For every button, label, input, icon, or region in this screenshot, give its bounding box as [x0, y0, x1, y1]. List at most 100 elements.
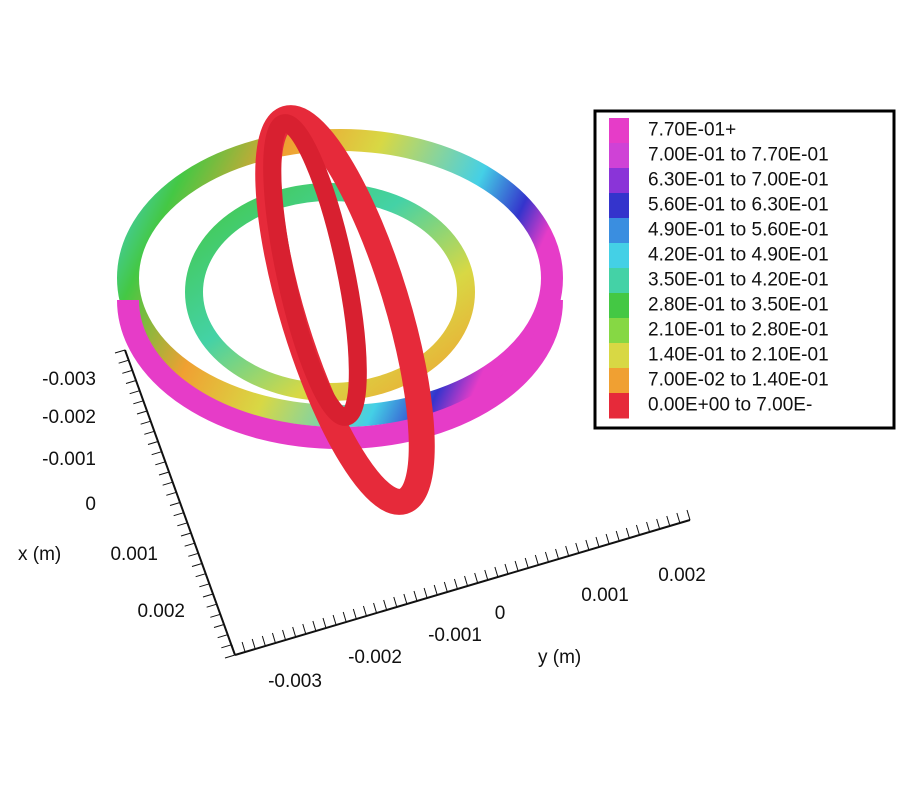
- x-minor-tick: [213, 624, 225, 628]
- y-minor-tick: [484, 569, 489, 581]
- y-minor-tick: [312, 620, 317, 632]
- y-minor-tick: [302, 623, 307, 635]
- y-tick-label: 0.002: [658, 565, 706, 586]
- y-axis-label: y (m): [538, 647, 581, 668]
- y-minor-tick: [686, 509, 691, 521]
- x-minor-tick: [151, 451, 162, 456]
- x-minor-tick: [199, 583, 210, 588]
- legend-label: 1.40E-01 to 2.10E-01: [648, 345, 829, 366]
- y-minor-tick: [635, 524, 640, 536]
- x-minor-tick: [210, 613, 221, 618]
- x-minor-tick: [195, 573, 206, 578]
- y-minor-tick: [373, 602, 378, 614]
- legend-label: 4.90E-01 to 5.60E-01: [648, 220, 829, 241]
- x-minor-tick: [184, 542, 195, 547]
- legend-swatch: [609, 343, 629, 369]
- x-minor-tick: [221, 644, 232, 649]
- x-tick-label: -0.003: [42, 369, 96, 390]
- y-minor-tick: [443, 581, 448, 593]
- y-minor-tick: [251, 638, 256, 650]
- legend-swatch: [609, 368, 629, 394]
- y-minor-tick: [393, 596, 398, 608]
- y-minor-tick: [534, 554, 539, 566]
- legend-swatch: [609, 193, 629, 219]
- x-tick-label: -0.001: [42, 449, 96, 470]
- x-minor-tick: [133, 400, 144, 405]
- y-tick-label: -0.001: [428, 625, 482, 646]
- y-tick-label: -0.002: [348, 647, 402, 668]
- x-minor-tick: [147, 441, 159, 445]
- y-minor-tick: [565, 545, 570, 557]
- x-minor-tick: [166, 491, 177, 496]
- y-minor-tick: [666, 515, 671, 527]
- y-minor-tick: [504, 563, 509, 575]
- y-minor-tick: [403, 593, 408, 605]
- y-minor-tick: [464, 575, 469, 587]
- legend: 7.70E-01+ 7.00E-01 to 7.70E-01 6.30E-01 to…: [609, 118, 829, 419]
- y-tick-label: -0.003: [268, 671, 322, 692]
- y-minor-tick: [656, 518, 661, 530]
- x-minor-tick: [125, 380, 137, 384]
- y-minor-tick: [575, 542, 580, 554]
- y-minor-tick: [676, 512, 681, 524]
- y-minor-tick: [615, 530, 620, 542]
- legend-label: 3.50E-01 to 4.20E-01: [648, 270, 829, 291]
- y-minor-tick: [555, 548, 560, 560]
- x-minor-tick: [155, 461, 166, 466]
- x-minor-tick: [118, 359, 129, 364]
- legend-box: [593, 109, 896, 430]
- x-minor-tick: [169, 502, 181, 506]
- y-minor-tick: [585, 539, 590, 551]
- red-ring-inner: [263, 114, 367, 426]
- legend-swatch: [609, 293, 629, 319]
- x-minor-tick: [158, 471, 170, 476]
- y-minor-tick: [605, 533, 610, 545]
- legend-swatch: [609, 143, 629, 169]
- y-tick-label: 0.001: [581, 585, 629, 606]
- y-minor-tick: [352, 608, 357, 620]
- y-minor-tick: [362, 605, 367, 617]
- legend-swatch: [609, 118, 629, 144]
- y-minor-tick: [261, 635, 266, 647]
- x-minor-tick: [129, 390, 140, 395]
- y-minor-tick: [433, 584, 438, 596]
- x-tick-label: -0.002: [42, 407, 96, 428]
- x-tick-label: 0.001: [110, 544, 158, 565]
- x-minor-tick: [140, 420, 151, 425]
- y-minor-tick: [241, 641, 246, 653]
- y-minor-tick: [595, 536, 600, 548]
- legend-label: 2.80E-01 to 3.50E-01: [648, 295, 829, 316]
- legend-swatch: [609, 168, 629, 194]
- x-minor-tick: [136, 410, 148, 415]
- y-minor-tick: [332, 614, 337, 626]
- legend-label: 4.20E-01 to 4.90E-01: [648, 245, 829, 266]
- y-minor-tick: [271, 632, 276, 644]
- x-minor-tick: [114, 349, 126, 354]
- x-minor-tick: [162, 481, 173, 486]
- legend-swatch: [609, 243, 629, 269]
- legend-swatch: [609, 393, 629, 419]
- x-tick-label: 0: [85, 494, 96, 515]
- y-minor-tick: [646, 521, 651, 533]
- legend-label: 7.00E-02 to 1.40E-01: [648, 370, 829, 391]
- x-minor-tick: [177, 522, 188, 527]
- x-tick-label: 0.002: [137, 601, 185, 622]
- y-minor-tick: [342, 611, 347, 623]
- x-minor-tick: [206, 603, 217, 608]
- y-axis: [234, 519, 691, 656]
- y-minor-tick: [514, 560, 519, 572]
- y-minor-tick: [322, 617, 327, 629]
- x-axis-label: x (m): [18, 544, 61, 565]
- y-minor-tick: [231, 644, 236, 656]
- y-minor-tick: [383, 599, 388, 611]
- x-minor-tick: [173, 512, 184, 517]
- legend-label: 7.00E-01 to 7.70E-01: [648, 145, 829, 166]
- y-minor-tick: [453, 578, 458, 590]
- y-minor-tick: [494, 566, 499, 578]
- y-minor-tick: [282, 629, 287, 641]
- x-minor-tick: [191, 563, 203, 567]
- legend-label: 7.70E-01+: [648, 120, 736, 141]
- legend-swatch: [609, 268, 629, 294]
